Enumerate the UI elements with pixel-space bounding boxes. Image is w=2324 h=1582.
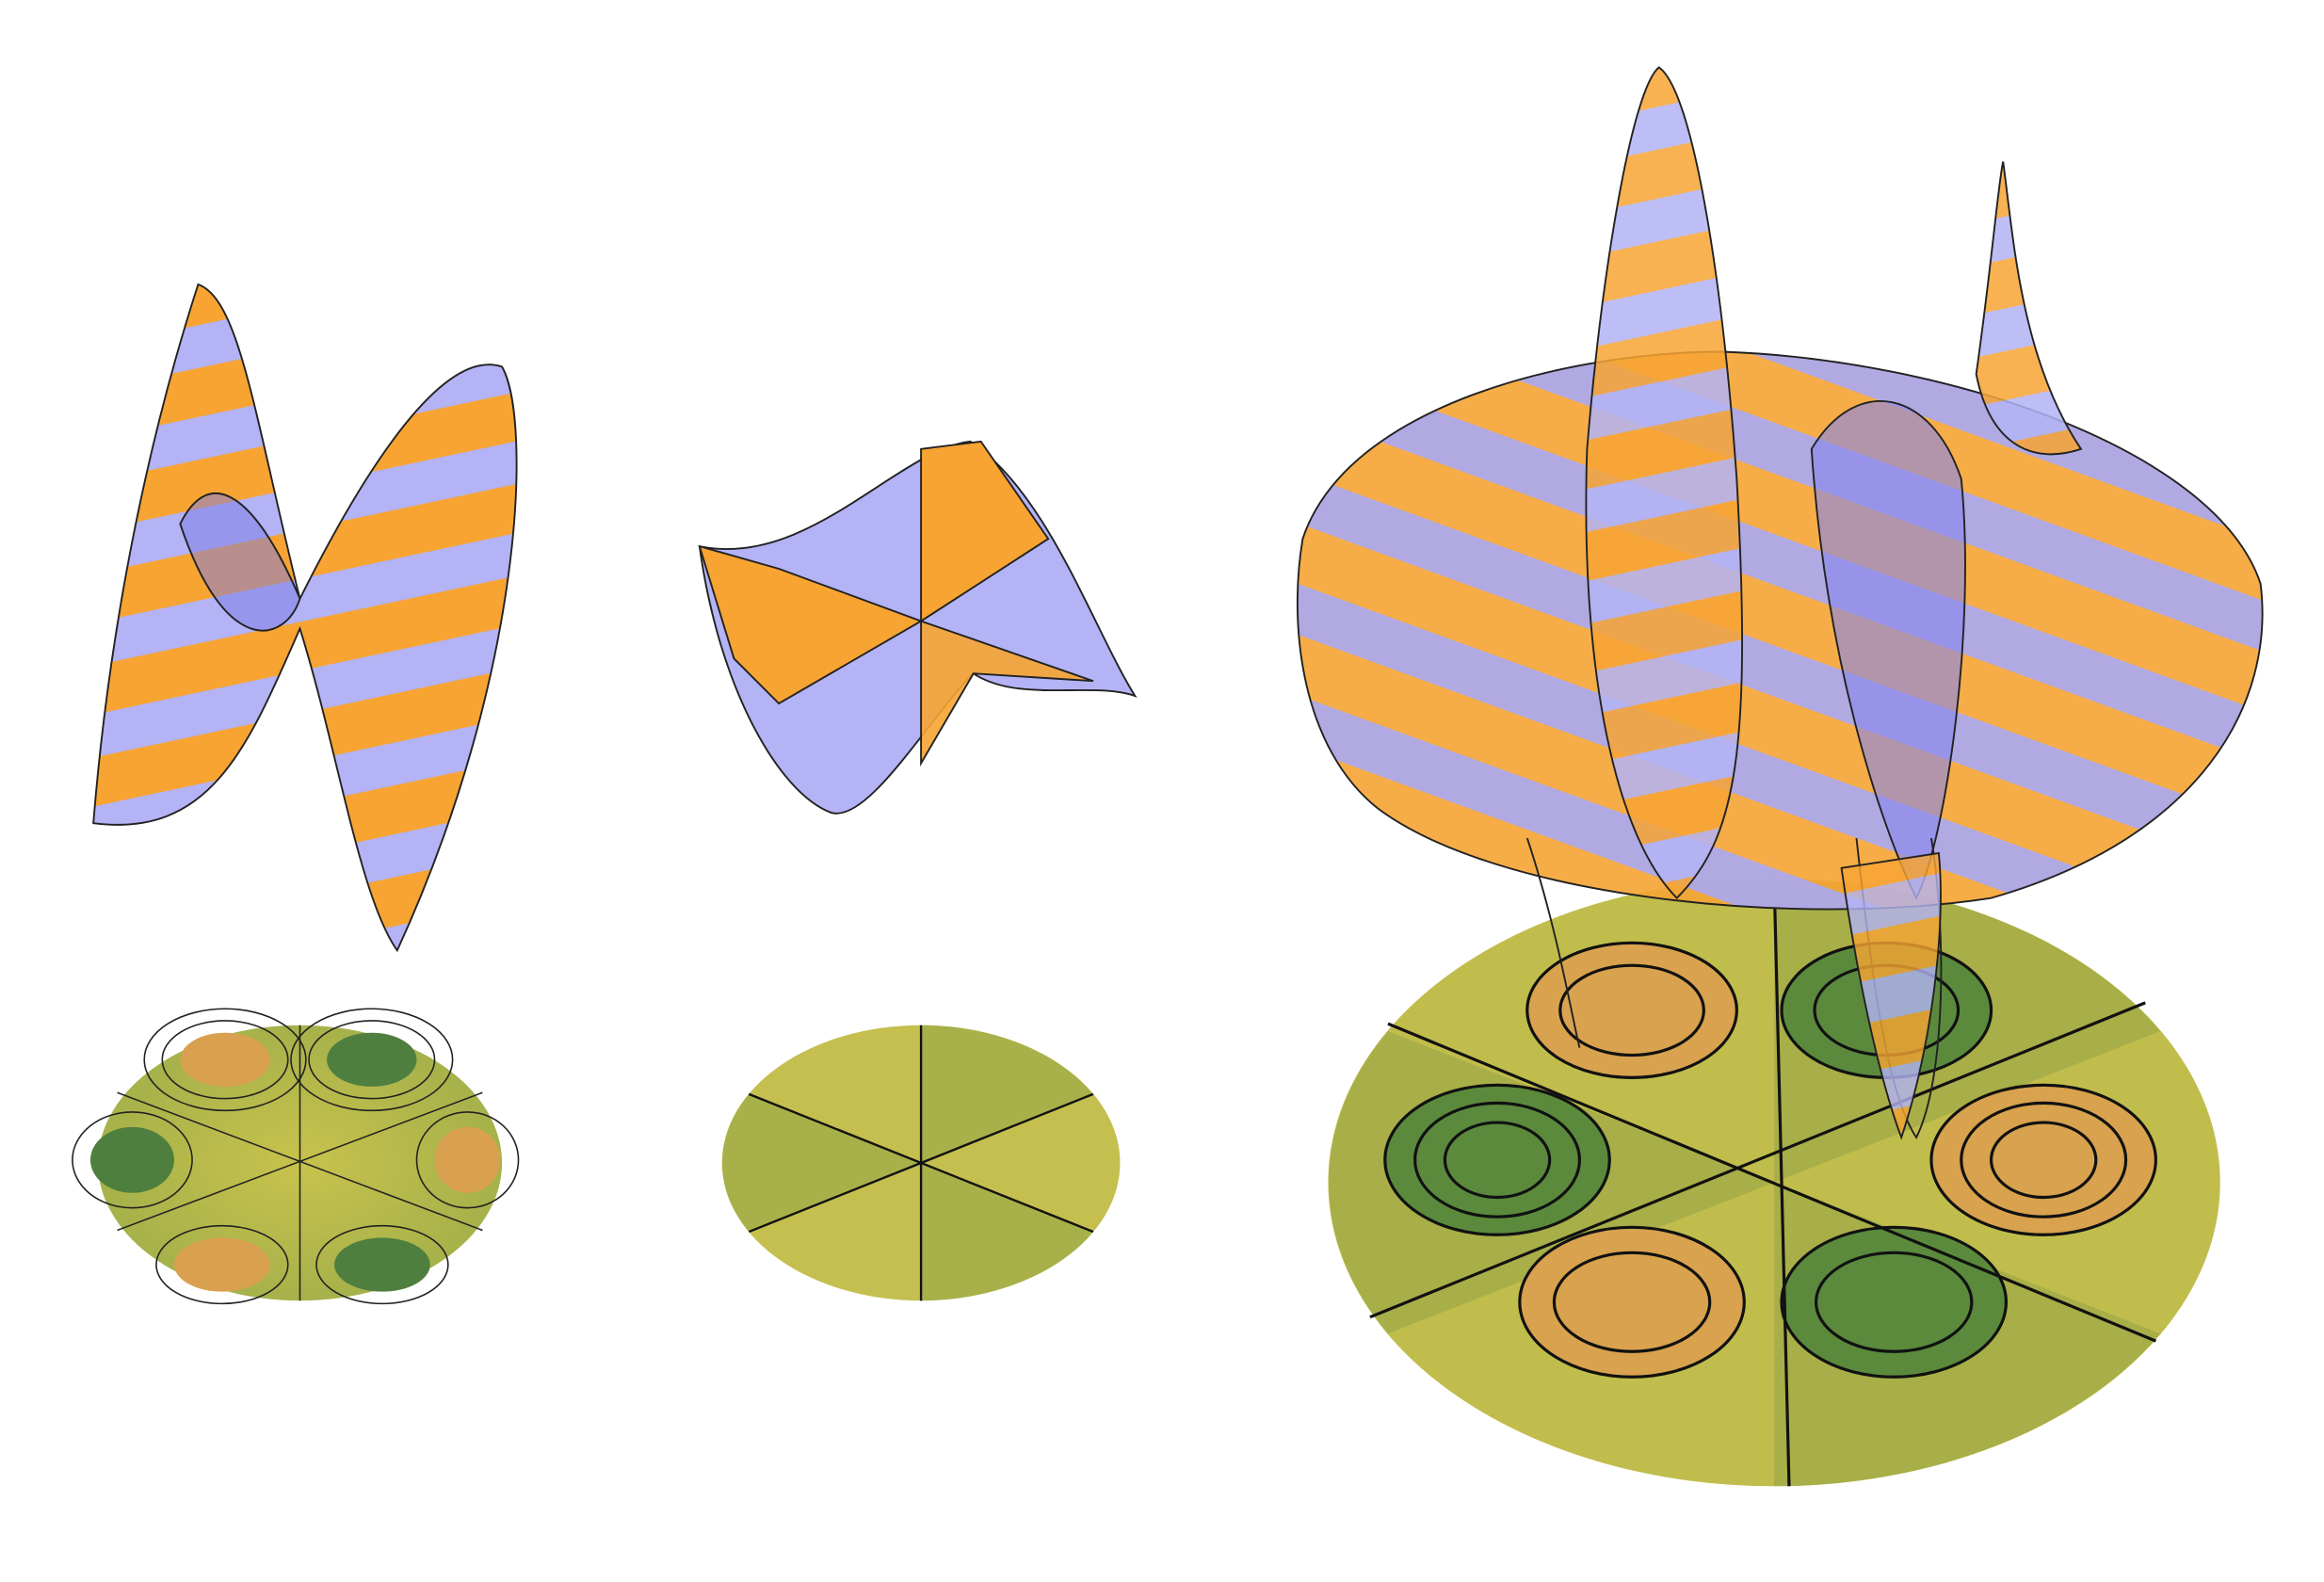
surface-middle — [698, 440, 1138, 815]
surface-right — [1296, 66, 2264, 1140]
contour-disk-left — [72, 1008, 520, 1305]
surface-left — [92, 282, 518, 953]
contour-disk-right — [1328, 878, 2220, 1487]
contour-disk-middle — [721, 1025, 1121, 1301]
